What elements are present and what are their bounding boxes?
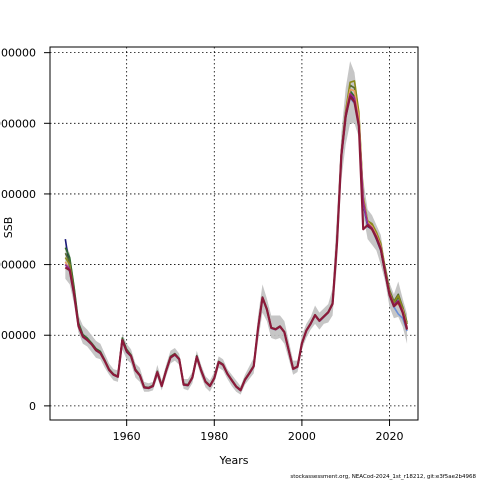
footer-credit: stockassessment.org, NEACod-2024_1st_r18… (290, 474, 476, 480)
y-tick-label: 1000000 (0, 259, 36, 272)
series-lines (64, 80, 409, 392)
series-line-6 (64, 88, 408, 392)
x-tick-label: 2000 (288, 430, 316, 443)
uncertainty-band (65, 61, 408, 395)
x-axis: 1960 1980 2000 2020 (113, 420, 404, 443)
series-line-7 (64, 92, 408, 391)
y-tick-label: 1500000 (0, 188, 36, 201)
confidence-band (65, 61, 408, 395)
grid-lines (50, 47, 418, 420)
x-tick-label: 1980 (200, 430, 228, 443)
series-line-1 (64, 94, 408, 392)
series-line-8 (64, 95, 409, 392)
series-line-2 (64, 89, 408, 391)
y-tick-label: 500000 (0, 329, 36, 342)
series-line-5 (64, 97, 408, 392)
y-tick-label: 2500000 (0, 47, 36, 60)
y-axis-title: SSB (2, 217, 15, 239)
y-tick-label: 0 (29, 400, 36, 413)
x-tick-label: 1960 (113, 430, 141, 443)
series-line-3 (64, 84, 408, 391)
plot-frame (49, 46, 419, 421)
x-axis-title: Years (218, 454, 248, 467)
x-tick-label: 2020 (376, 430, 404, 443)
